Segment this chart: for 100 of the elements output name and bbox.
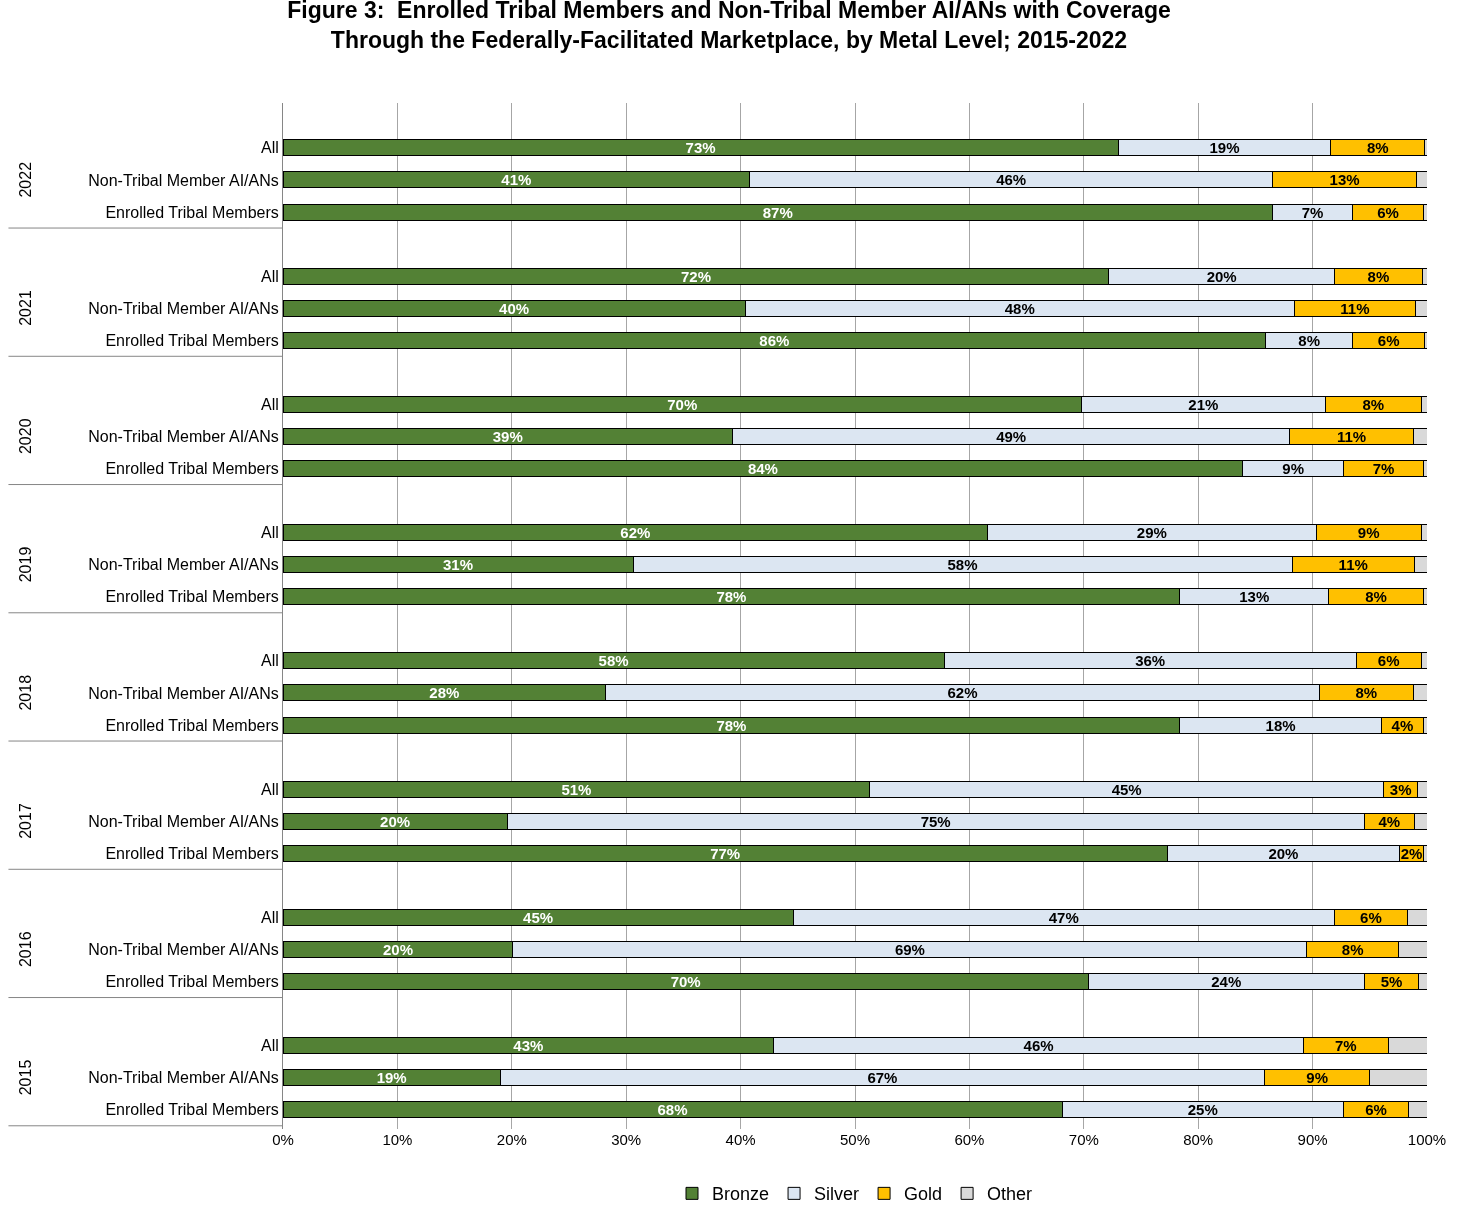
data-label: 48%: [1004, 299, 1035, 317]
text: 2021: [17, 290, 35, 326]
data-label: 6%: [1377, 203, 1399, 221]
y-tick-label: Enrolled Tribal Members: [105, 460, 279, 478]
data-label: 6%: [1377, 331, 1400, 349]
data-label: 58%: [598, 652, 629, 670]
data-label: 11%: [1338, 556, 1368, 574]
y-tick-label: Enrolled Tribal Members: [105, 588, 279, 606]
data-label: 75%: [920, 812, 951, 830]
data-label: 7%: [1372, 460, 1395, 478]
data-label: 62%: [620, 524, 651, 542]
data-label: 68%: [657, 1101, 688, 1119]
y-tick-label: All: [261, 652, 279, 670]
y-tick-label: All: [261, 267, 279, 285]
data-label: 40%: [499, 299, 530, 317]
x-tick-label: 60%: [954, 1131, 985, 1148]
text: 2017: [17, 803, 35, 839]
data-label: 58%: [947, 556, 978, 574]
y-tick-label: Enrolled Tribal Members: [105, 716, 279, 734]
data-label: 51%: [561, 780, 592, 798]
legend-label: Gold: [904, 1184, 943, 1205]
data-label: 20%: [1268, 844, 1299, 862]
x-tick-label: 0%: [272, 1131, 294, 1148]
y-tick-label: All: [261, 139, 279, 157]
text: 2019: [16, 546, 34, 583]
y-tick-label: Non-Tribal Member AI/ANs: [88, 171, 279, 189]
y-tick-label: Enrolled Tribal Members: [105, 1101, 279, 1119]
text: 2022: [16, 161, 34, 198]
data-label: 77%: [710, 844, 741, 862]
data-label: 6%: [1377, 652, 1400, 670]
data-label: 28%: [429, 684, 460, 702]
data-label: 6%: [1365, 1101, 1387, 1119]
data-label: 25%: [1187, 1101, 1218, 1119]
data-label: 20%: [382, 940, 413, 958]
data-label: 8%: [1367, 267, 1390, 285]
y-tick-label: Non-Tribal Member AI/ANs: [88, 812, 279, 830]
y-tick-label: Non-Tribal Member AI/ANs: [88, 556, 279, 574]
y-tick-label: Non-Tribal Member AI/ANs: [88, 1069, 279, 1087]
data-label: 4%: [1391, 716, 1414, 734]
data-label: 49%: [996, 427, 1027, 445]
data-label: 84%: [747, 460, 778, 478]
data-label: 78%: [716, 588, 747, 606]
data-label: 21%: [1188, 395, 1219, 413]
legend-label: Silver: [814, 1184, 860, 1205]
y-tick-label: Non-Tribal Member AI/ANs: [88, 684, 279, 702]
data-label: 5%: [1380, 973, 1403, 991]
x-tick-label: 20%: [496, 1131, 527, 1148]
data-label: 6%: [1360, 908, 1382, 926]
data-label: 87%: [762, 203, 793, 221]
data-label: 8%: [1298, 331, 1321, 349]
data-label: 18%: [1265, 716, 1296, 734]
text: 2015: [16, 1059, 34, 1096]
x-tick-label: 70%: [1068, 1131, 1099, 1148]
data-label: 78%: [716, 716, 747, 734]
data-label: 47%: [1048, 908, 1079, 926]
text: 2020: [17, 418, 35, 455]
data-label: 62%: [947, 684, 978, 702]
data-label: 46%: [996, 171, 1027, 189]
data-label: 41%: [501, 171, 532, 189]
data-label: 4%: [1378, 812, 1401, 830]
data-label: 9%: [1282, 460, 1304, 478]
data-label: 67%: [867, 1069, 898, 1087]
y-tick-label: Non-Tribal Member AI/ANs: [88, 941, 279, 959]
text: 2016: [17, 931, 35, 968]
data-label: 11%: [1336, 427, 1367, 445]
data-label: 19%: [376, 1069, 407, 1087]
data-label: 7%: [1334, 1037, 1357, 1055]
data-label: 8%: [1366, 139, 1389, 157]
data-label: 2%: [1400, 844, 1423, 862]
x-tick-label: 30%: [611, 1131, 642, 1148]
data-label: 8%: [1341, 940, 1364, 958]
data-label: 3%: [1389, 780, 1412, 798]
data-label: 31%: [443, 556, 474, 574]
y-tick-label: Enrolled Tribal Members: [105, 331, 279, 349]
y-tick-label: All: [261, 524, 279, 542]
data-label: 45%: [1111, 780, 1142, 798]
data-label: 19%: [1209, 139, 1240, 157]
x-tick-label: 100%: [1407, 1131, 1447, 1148]
x-tick-label: 80%: [1183, 1131, 1214, 1148]
data-label: 70%: [670, 973, 701, 991]
y-tick-label: All: [261, 1037, 279, 1055]
data-label: 8%: [1362, 395, 1385, 413]
data-label: 13%: [1239, 588, 1270, 606]
data-label: 13%: [1329, 171, 1360, 189]
x-tick-label: 40%: [725, 1131, 756, 1148]
y-tick-label: All: [261, 908, 279, 926]
data-label: 39%: [492, 427, 523, 445]
data-label: 86%: [759, 331, 790, 349]
data-label: 46%: [1023, 1037, 1054, 1055]
y-tick-label: All: [261, 780, 279, 798]
legend-label: Other: [987, 1184, 1033, 1205]
data-label: 29%: [1136, 524, 1167, 542]
data-label: 11%: [1340, 299, 1370, 317]
y-tick-label: Enrolled Tribal Members: [105, 203, 279, 221]
data-label: 9%: [1306, 1069, 1329, 1087]
y-tick-label: Enrolled Tribal Members: [105, 973, 279, 991]
data-label: 24%: [1211, 973, 1242, 991]
x-tick-label: 50%: [839, 1131, 871, 1148]
data-label: 8%: [1355, 684, 1378, 702]
data-label: 43%: [513, 1037, 544, 1055]
